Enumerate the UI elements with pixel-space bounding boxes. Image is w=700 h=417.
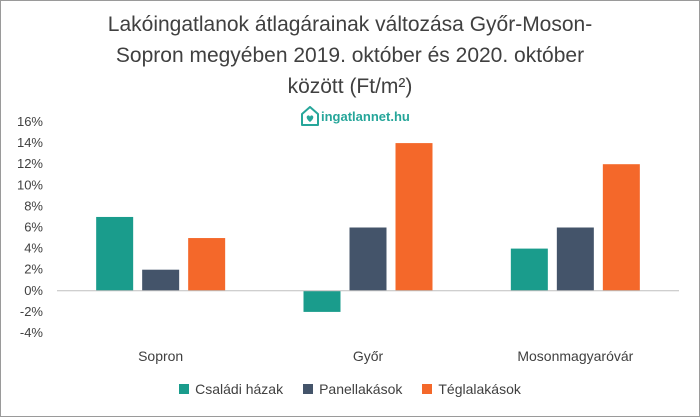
y-tick-label: 8% bbox=[24, 198, 43, 213]
chart-title: Lakóingatlanok átlagárainak változása Gy… bbox=[1, 9, 699, 102]
y-tick-label: 6% bbox=[24, 220, 43, 235]
bar bbox=[303, 290, 341, 312]
x-category-label: Győr bbox=[353, 348, 384, 364]
legend-swatch-csaladi-hazak bbox=[179, 384, 190, 394]
y-tick-label: 4% bbox=[24, 241, 43, 256]
legend-item-panellakasok: Panellakások bbox=[303, 381, 402, 397]
bar bbox=[349, 227, 387, 291]
bar bbox=[395, 143, 433, 291]
bar bbox=[510, 248, 548, 291]
y-tick-label: 2% bbox=[24, 262, 43, 277]
chart-title-line-2: Sopron megyében 2019. október és 2020. o… bbox=[115, 44, 585, 67]
legend-swatch-teglalakasok bbox=[422, 384, 433, 394]
watermark-logo: ingatlannet.hu bbox=[301, 105, 410, 127]
bar bbox=[188, 238, 226, 291]
legend-label-teglalakasok: Téglalakások bbox=[438, 381, 521, 397]
legend-label-panellakasok: Panellakások bbox=[319, 381, 403, 397]
legend: Családi házak Panellakások Téglalakások bbox=[1, 381, 699, 397]
x-category-label: Mosonmagyaróvár bbox=[517, 348, 633, 364]
legend-swatch-panellakasok bbox=[303, 384, 314, 394]
y-tick-label: 16% bbox=[17, 114, 43, 129]
legend-item-teglalakasok: Téglalakások bbox=[422, 381, 521, 397]
bar bbox=[96, 216, 134, 291]
bar bbox=[142, 269, 180, 291]
watermark-text: ingatlannet.hu bbox=[321, 108, 410, 124]
x-category-label: Sopron bbox=[138, 348, 183, 364]
house-heart-icon bbox=[301, 106, 319, 126]
legend-item-csaladi-hazak: Családi házak bbox=[179, 381, 283, 397]
y-tick-label: -2% bbox=[20, 304, 44, 319]
y-tick-label: 14% bbox=[17, 135, 43, 150]
chart-title-line-3: között (Ft/m²) bbox=[287, 75, 413, 98]
y-tick-label: 12% bbox=[17, 156, 43, 171]
bar bbox=[556, 227, 594, 291]
y-tick-label: -4% bbox=[20, 325, 44, 340]
y-tick-label: 0% bbox=[24, 283, 43, 298]
legend-label-csaladi-hazak: Családi házak bbox=[195, 381, 284, 397]
bar bbox=[602, 164, 640, 291]
y-tick-label: 10% bbox=[17, 177, 43, 192]
chart-title-line-1: Lakóingatlanok átlagárainak változása Gy… bbox=[107, 13, 593, 36]
